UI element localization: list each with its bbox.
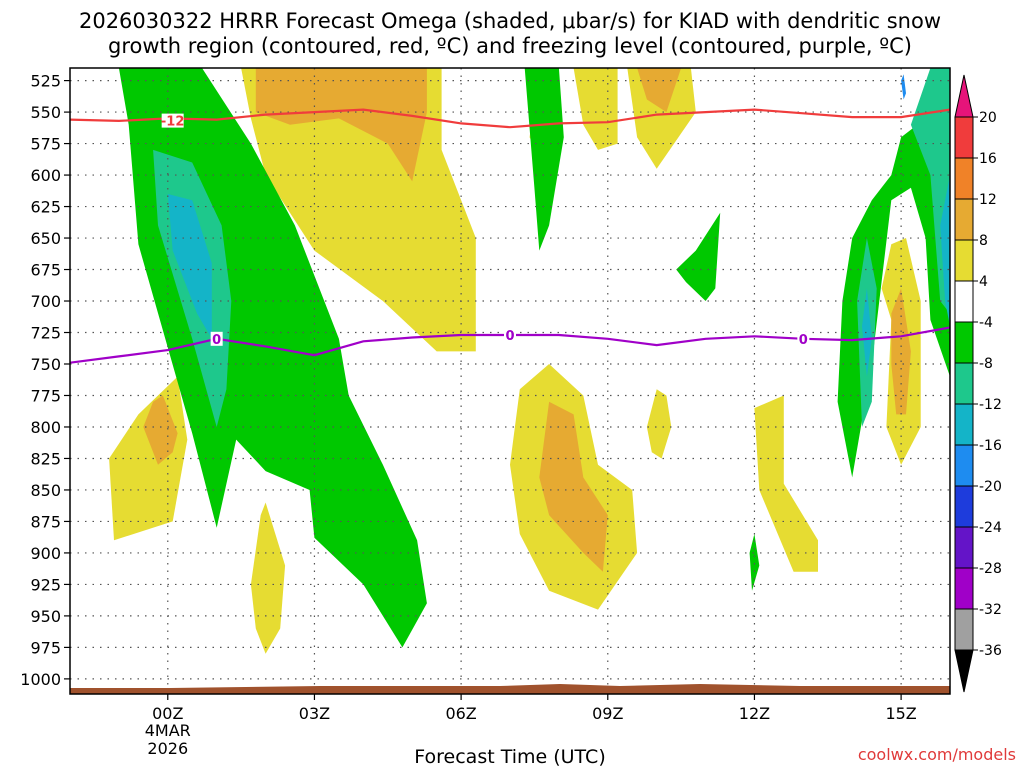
omega-region-6 — [539, 401, 608, 572]
credit-text: coolwx.com/models — [858, 745, 1016, 764]
colorbar-bottom-arrow — [954, 649, 974, 693]
y-tick-label-625: 625 — [30, 198, 61, 217]
temperature-contours: -12 0 0 0 — [70, 108, 950, 364]
omega-region-26 — [901, 74, 906, 100]
colorbar-band-8 — [954, 444, 974, 487]
freezing-contour-label-2: 0 — [799, 333, 808, 348]
colorbar-label-1: 16 — [979, 151, 997, 167]
colorbar-band-12 — [954, 608, 974, 651]
colorbar-label-6: -8 — [979, 356, 993, 372]
y-tick-label-750: 750 — [30, 355, 61, 374]
y-tick-label-600: 600 — [30, 166, 61, 185]
omega-region-4 — [250, 502, 286, 654]
chart-title-line1: 2026030322 HRRR Forecast Omega (shaded, … — [79, 9, 941, 33]
y-tick-label-800: 800 — [30, 418, 61, 437]
omega-region-9 — [627, 68, 696, 169]
chart-title-line2: growth region (contoured, red, ºC) and f… — [108, 34, 912, 58]
omega-region-11 — [646, 389, 672, 459]
x-tick-label-12Z: 12Z — [739, 704, 770, 723]
colorbar-band-6 — [954, 362, 974, 405]
omega-region-20 — [749, 534, 760, 591]
x-tick-label-03Z: 03Z — [299, 704, 330, 723]
omega-region-12 — [754, 395, 818, 572]
omega-region-7 — [573, 68, 618, 150]
y-tick-label-850: 850 — [30, 481, 61, 500]
y-tick-label-675: 675 — [30, 261, 61, 280]
y-tick-label-700: 700 — [30, 292, 61, 311]
freezing-label-bg-1 — [504, 328, 516, 343]
x-tick-label-06Z: 06Z — [445, 704, 476, 723]
y-tick-label-525: 525 — [30, 72, 61, 91]
colorbar-band-0 — [954, 116, 974, 159]
colorbar-label-5: -4 — [979, 315, 993, 331]
omega-region-18 — [524, 68, 564, 251]
dgz-contour-line — [70, 108, 950, 129]
colorbar-band-11 — [954, 567, 974, 610]
omega-region-1 — [255, 68, 427, 182]
x-tick-label-09Z: 09Z — [592, 704, 623, 723]
y-tick-label-925: 925 — [30, 575, 61, 594]
freezing-contour-label-0: 0 — [212, 333, 221, 348]
x-tick-year: 2026 — [147, 739, 188, 758]
omega-region-22 — [910, 68, 950, 314]
y-tick-label-550: 550 — [30, 103, 61, 122]
x-axis-label: Forecast Time (UTC) — [414, 746, 605, 768]
y-tick-label-950: 950 — [30, 607, 61, 626]
y-tick-label-900: 900 — [30, 544, 61, 563]
colorbar-band-2 — [954, 198, 974, 241]
colorbar-label-9: -20 — [979, 479, 1002, 495]
colorbar-label-4: 4 — [979, 274, 988, 290]
freezing-label-bg-2 — [797, 331, 810, 346]
omega-region-25 — [940, 175, 950, 327]
colorbar-label-7: -12 — [979, 397, 1002, 413]
freezing-label-bg-0 — [210, 331, 223, 346]
omega-region-19 — [676, 212, 721, 301]
omega-region-3 — [143, 395, 178, 465]
terrain-ground — [70, 684, 950, 694]
colorbar-top-arrow — [954, 74, 974, 118]
plot-frame — [69, 67, 951, 695]
omega-region-24 — [862, 288, 872, 377]
dgz-label-bg — [161, 113, 184, 128]
y-tick-label-725: 725 — [30, 324, 61, 343]
colorbar-label-13: -36 — [979, 643, 1002, 659]
colorbar: 20 16 12 8 4 -4 -8 -12 -16 -20 -24 -28 -32 -36 — [954, 74, 1002, 693]
colorbar-label-12: -32 — [979, 602, 1002, 618]
omega-region-14 — [891, 288, 911, 415]
y-tick-label-575: 575 — [30, 135, 61, 154]
y-tick-label-975: 975 — [30, 638, 61, 657]
y-tick-label-650: 650 — [30, 229, 61, 248]
y-axis-pressure: 525 550 575 600 625 650 675 700 725 750 775 800 825 8… — [20, 72, 70, 689]
freezing-contour-label-1: 0 — [505, 329, 514, 344]
colorbar-label-2: 12 — [979, 192, 997, 208]
colorbar-band-5 — [954, 321, 974, 364]
colorbar-label-8: -16 — [979, 438, 1002, 454]
colorbar-band-3 — [954, 239, 974, 282]
y-tick-label-775: 775 — [30, 386, 61, 405]
colorbar-label-0: 20 — [979, 110, 997, 126]
colorbar-band-10 — [954, 526, 974, 569]
colorbar-label-3: 8 — [979, 233, 988, 249]
y-tick-label-825: 825 — [30, 449, 61, 468]
dgz-contour-label: -12 — [161, 115, 185, 130]
y-tick-label-875: 875 — [30, 512, 61, 531]
omega-region-17 — [167, 194, 212, 339]
colorbar-label-11: -28 — [979, 561, 1002, 577]
colorbar-band-7 — [954, 403, 974, 446]
colorbar-label-10: -24 — [979, 520, 1002, 536]
colorbar-band-1 — [954, 157, 974, 200]
x-tick-label-15Z: 15Z — [885, 704, 916, 723]
colorbar-band-4 — [954, 280, 974, 323]
x-tick-date: 4MAR — [145, 721, 191, 740]
omega-region-10 — [637, 68, 682, 113]
x-tick-label-00Z: 00Z — [152, 704, 183, 723]
y-tick-label-1000: 1000 — [20, 670, 61, 689]
omega-shaded-regions — [109, 68, 950, 654]
colorbar-band-9 — [954, 485, 974, 528]
